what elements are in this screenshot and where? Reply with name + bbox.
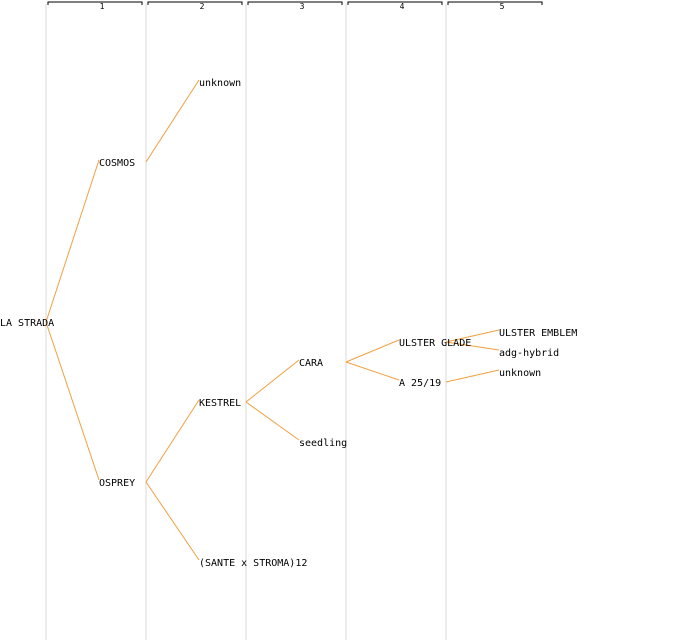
node-cosmos-parent[interactable]: unknown bbox=[199, 78, 241, 89]
node-ulster-glade[interactable]: ULSTER GLADE bbox=[399, 338, 471, 349]
node-seedling[interactable]: seedling bbox=[299, 438, 347, 449]
node-cosmos[interactable]: COSMOS bbox=[99, 158, 135, 169]
generation-bracket bbox=[147, 1, 243, 5]
edge-kestrel-to-cara bbox=[245, 359, 300, 403]
edge-ulster_glade-to-adg_hybrid bbox=[445, 341, 500, 351]
generation-number: 5 bbox=[500, 2, 505, 11]
edge-root-to-osprey bbox=[45, 321, 100, 481]
generation-bracket bbox=[447, 1, 543, 5]
node-cara[interactable]: CARA bbox=[299, 358, 323, 369]
generation-number: 2 bbox=[200, 2, 205, 11]
edge-osprey-to-kestrel bbox=[145, 399, 200, 483]
node-kestrel[interactable]: KESTREL bbox=[199, 398, 241, 409]
edge-a2519-to-a2519_parent bbox=[445, 369, 500, 383]
generation-number: 3 bbox=[300, 2, 305, 11]
edge-osprey-to-sante_stroma bbox=[145, 481, 200, 561]
node-ulster-emblem[interactable]: ULSTER EMBLEM bbox=[499, 328, 577, 339]
edge-cara-to-a2519 bbox=[345, 361, 400, 381]
generation-columns: 1 2 3 4 5 bbox=[45, 1, 543, 640]
generation-bracket bbox=[247, 1, 343, 5]
generation-bracket bbox=[347, 1, 443, 5]
node-a2519[interactable]: A 25/19 bbox=[399, 378, 441, 389]
generation-number: 4 bbox=[400, 2, 405, 11]
node-root[interactable]: LA STRADA bbox=[0, 318, 54, 329]
node-sante-stroma[interactable]: (SANTE x STROMA)12 bbox=[199, 558, 307, 569]
edge-root-to-cosmos bbox=[45, 159, 100, 323]
edge-cara-to-ulster_glade bbox=[345, 339, 400, 363]
edge-cosmos-to-cosmos_parent bbox=[145, 79, 200, 163]
generation-number: 1 bbox=[100, 2, 105, 11]
pedigree-edges bbox=[45, 79, 500, 561]
generation-bracket bbox=[47, 1, 143, 5]
node-osprey[interactable]: OSPREY bbox=[99, 478, 135, 489]
node-a2519-parent[interactable]: unknown bbox=[499, 368, 541, 379]
node-adg-hybrid[interactable]: adg-hybrid bbox=[499, 348, 559, 359]
pedigree-labels: LA STRADA COSMOS OSPREY unknown KESTREL (SANT… bbox=[0, 78, 577, 569]
edge-kestrel-to-seedling bbox=[245, 401, 300, 441]
edge-ulster_glade-to-ulster_emblem bbox=[445, 329, 500, 343]
